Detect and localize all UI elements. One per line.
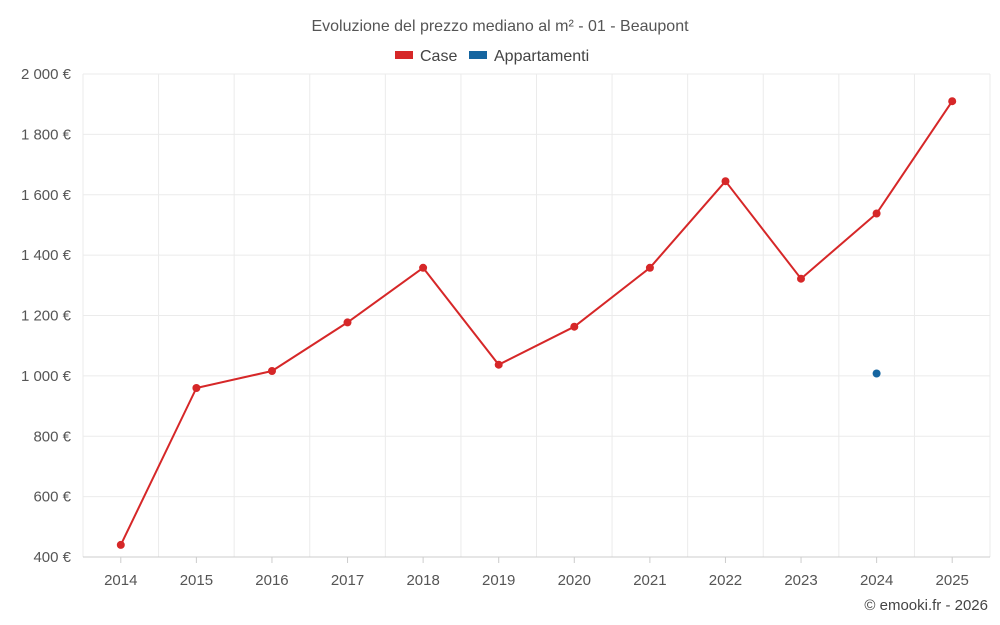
legend-label-appartamenti: Appartamenti (494, 48, 589, 65)
x-tick-label: 2019 (482, 572, 515, 589)
y-tick-label: 600 € (33, 489, 71, 506)
legend: Case Appartamenti (395, 48, 589, 65)
data-point-case-2016[interactable] (268, 367, 276, 375)
y-axis-ticks: 400 € 600 € 800 € 1 000 € 1 200 € 1 400 € 1 60… (21, 66, 72, 566)
data-point-case-2025[interactable] (948, 97, 957, 106)
y-tick-label: 2 000 € (21, 66, 72, 83)
x-tick-label: 2022 (709, 572, 742, 589)
x-tick-label: 2016 (255, 572, 288, 589)
series-line-case (119, 100, 954, 546)
data-point-case-2015[interactable] (192, 384, 201, 392)
data-point-case-2020[interactable] (570, 322, 579, 331)
data-point-case-2018[interactable] (419, 263, 428, 272)
x-tick-label: 2025 (936, 572, 969, 589)
y-tick-label: 1 600 € (21, 187, 72, 204)
data-point-case-2014[interactable] (116, 540, 125, 549)
legend-item-case[interactable]: Case (395, 48, 457, 65)
data-point-appartamenti-2024[interactable] (872, 369, 881, 378)
y-tick-label: 1 800 € (21, 126, 72, 143)
legend-label-case: Case (420, 48, 457, 65)
legend-swatch-case (395, 51, 413, 59)
legend-item-appartamenti[interactable]: Appartamenti (469, 48, 589, 65)
y-tick-label: 1 000 € (21, 368, 72, 385)
x-tick-label: 2023 (784, 572, 817, 589)
data-point-case-2019[interactable] (494, 360, 503, 369)
y-tick-label: 1 200 € (21, 308, 72, 325)
gridlines (82, 73, 991, 557)
x-tick-label: 2018 (406, 572, 439, 589)
legend-swatch-appartamenti (469, 51, 487, 59)
data-point-case-2022[interactable] (721, 177, 730, 186)
x-axis-ticks: 2014 2015 2016 2017 2018 2019 2020 2021 2022 2023… (104, 572, 969, 589)
chart-title: Evoluzione del prezzo mediano al m² - 01… (311, 18, 689, 35)
x-tick-label: 2017 (331, 572, 364, 589)
x-tick-label: 2015 (180, 572, 213, 589)
y-tick-label: 400 € (33, 549, 71, 566)
data-point-case-2021[interactable] (645, 263, 654, 272)
y-tick-label: 800 € (33, 428, 71, 445)
axes (83, 556, 990, 563)
series (116, 97, 957, 549)
x-tick-label: 2014 (104, 572, 137, 589)
credit-text: © emooki.fr - 2026 (864, 597, 988, 614)
x-tick-label: 2020 (558, 572, 591, 589)
x-tick-label: 2024 (860, 572, 893, 589)
y-tick-label: 1 400 € (21, 247, 72, 264)
data-point-case-2017[interactable] (343, 318, 352, 327)
x-tick-label: 2021 (633, 572, 666, 589)
data-point-case-2023[interactable] (797, 274, 805, 283)
data-point-case-2024[interactable] (872, 209, 881, 218)
